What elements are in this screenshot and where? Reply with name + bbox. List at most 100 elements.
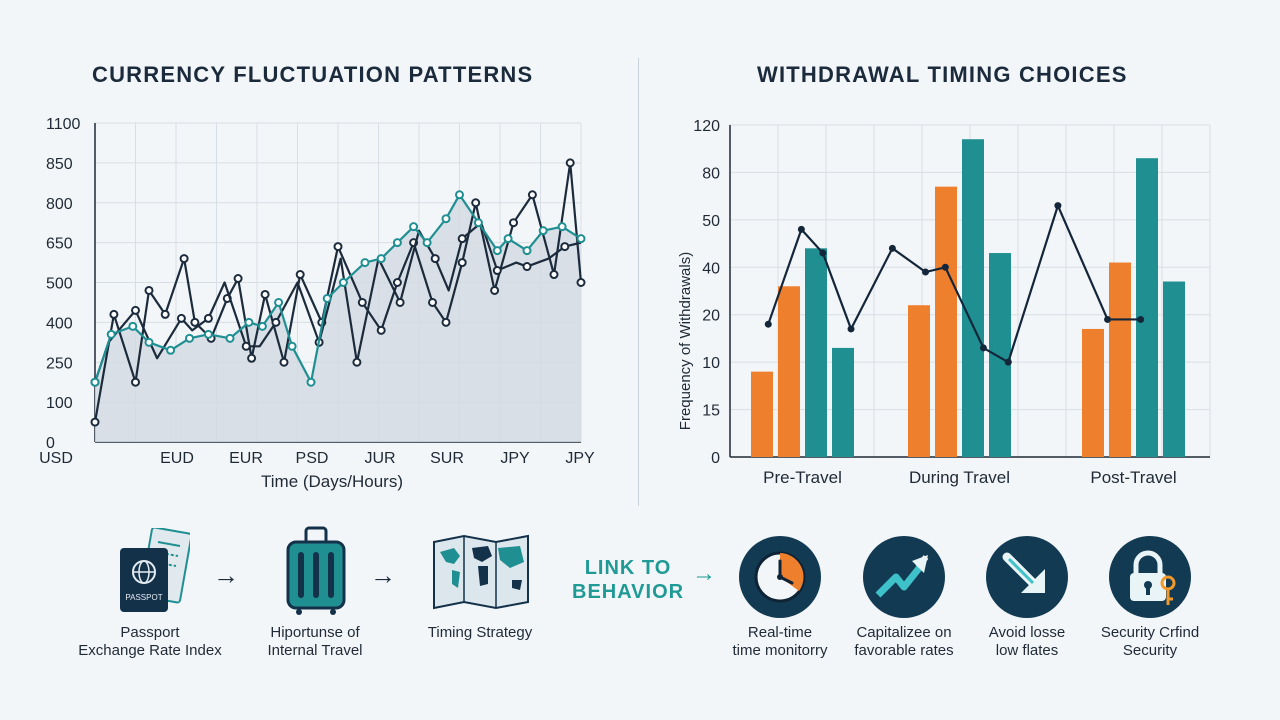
bar <box>908 305 930 457</box>
line-chart-point <box>428 297 437 307</box>
bar <box>1109 262 1131 457</box>
behavior-label-line: time monitorry <box>732 642 828 659</box>
line-chart-point <box>225 333 235 343</box>
bar <box>989 253 1011 457</box>
line-chart-point <box>455 190 464 200</box>
line-chart-point <box>131 305 140 315</box>
flow-label-travel: Hiportunse of Internal Travel <box>240 624 390 660</box>
line-chart-point <box>271 317 281 327</box>
line-chart-point <box>128 321 138 331</box>
line-chart-point <box>509 218 518 228</box>
bar <box>778 286 800 457</box>
behavior-label-security: Security Crfind Security <box>1085 624 1215 660</box>
line-chart-point <box>166 345 176 355</box>
line-chart-point <box>274 297 284 307</box>
line-chart-x-tick-label: EUR <box>229 450 263 467</box>
bar <box>1082 328 1104 457</box>
bar-chart-trend-point <box>847 325 855 333</box>
line-chart-point <box>131 377 140 387</box>
line-chart-point <box>565 158 575 168</box>
clock-icon <box>739 536 821 618</box>
flow-arrow-1: → <box>213 560 239 590</box>
line-chart-point <box>203 313 213 323</box>
line-chart-point <box>179 254 189 264</box>
line-chart-point <box>492 266 502 276</box>
bar-chart-trend-point <box>1054 202 1062 210</box>
behavior-label-line: favorable rates <box>854 642 954 659</box>
line-chart-point <box>376 254 386 264</box>
line-chart-point <box>333 242 343 252</box>
bar <box>1163 281 1185 457</box>
withdrawal-bar-chart: Frequency of Withdrawals) 0 15 10 20 40 50 80 1… <box>677 118 1211 487</box>
line-chart-point <box>244 317 254 327</box>
line-chart-point <box>352 357 362 367</box>
line-chart-point <box>576 234 586 244</box>
bar-chart-trend-point <box>819 249 827 257</box>
bar-chart-category-label: Pre-Travel <box>763 468 842 487</box>
line-chart-point <box>257 321 267 331</box>
line-chart-point <box>538 226 548 236</box>
bar-chart-y-tick-label: 120 <box>693 118 720 135</box>
bar-chart-trend-point <box>1104 315 1112 323</box>
line-chart-point <box>287 341 297 351</box>
line-chart-point <box>473 218 483 228</box>
line-chart-point <box>492 246 502 256</box>
bar <box>962 139 984 457</box>
bar-chart-trend-point <box>888 244 896 252</box>
link-line: LINK TO <box>584 557 672 579</box>
line-chart-point <box>295 270 305 280</box>
trend-up-icon <box>863 536 945 618</box>
line-chart-point <box>338 278 348 287</box>
behavior-label-avoid: Avoid losse low flates <box>962 624 1092 660</box>
behavior-label-line: Security Crfind <box>1100 624 1200 641</box>
bar-chart-y-tick-label: 0 <box>711 450 720 467</box>
line-chart-point <box>90 417 100 427</box>
bar-chart-trend-point <box>1004 358 1012 366</box>
line-chart-point <box>527 190 537 200</box>
bar-chart-category-label: During Travel <box>909 468 1010 487</box>
bar-chart-y-tick-label: 50 <box>702 213 720 230</box>
line-chart-point <box>144 285 154 295</box>
section-divider <box>638 58 639 506</box>
line-chart-y-tick-label: 650 <box>46 236 73 253</box>
suitcase-icon <box>284 526 348 621</box>
bar-chart-trend-point <box>941 263 949 271</box>
down-arrow-icon <box>986 536 1068 618</box>
line-chart-point <box>233 274 243 284</box>
behavior-label-line: Real-time <box>747 624 813 641</box>
line-chart-point <box>144 337 154 347</box>
flow-label-line: Hiportunse of <box>270 624 360 641</box>
line-chart-point <box>441 317 451 327</box>
line-chart-y-tick-label: 100 <box>46 395 73 412</box>
line-chart-point <box>549 270 559 280</box>
line-chart-point <box>522 246 532 256</box>
line-chart-y-tick-label: 850 <box>46 156 73 173</box>
line-chart-point <box>471 198 481 208</box>
line-chart-x-tick-label: USD <box>40 450 73 467</box>
bar-chart-trend-line <box>767 204 1141 364</box>
line-chart-point <box>457 258 467 268</box>
line-chart-point <box>576 278 586 287</box>
bar <box>805 248 827 457</box>
line-chart-point <box>376 325 386 335</box>
line-chart-point <box>279 357 289 367</box>
line-chart-y-tick-label: 500 <box>46 276 73 293</box>
line-chart-y-tick-label: 250 <box>46 355 73 372</box>
bar <box>751 371 773 457</box>
line-chart-point <box>357 297 367 307</box>
bar-chart-trend-point <box>1137 315 1145 323</box>
line-chart-point <box>109 309 119 319</box>
line-chart-point <box>457 234 467 244</box>
flow-label-timing: Timing Strategy <box>410 624 550 642</box>
bar-chart-y-tick-label: 40 <box>702 260 720 277</box>
bar-chart-y-axis-label: Frequency of Withdrawals) <box>677 252 694 430</box>
link-line: BEHAVIOR <box>572 581 685 603</box>
line-chart-x-tick-label: JPY <box>500 450 530 467</box>
link-to-behavior-label: LINK TO BEHAVIOR <box>572 556 684 604</box>
line-chart-point <box>441 214 451 224</box>
line-chart-series-0 <box>93 161 583 423</box>
bar-chart-trend-point <box>979 344 987 352</box>
line-chart-x-tick-label: EUD <box>160 450 194 467</box>
line-chart-y-tick-label: 400 <box>46 315 73 332</box>
line-chart-point <box>360 258 370 268</box>
